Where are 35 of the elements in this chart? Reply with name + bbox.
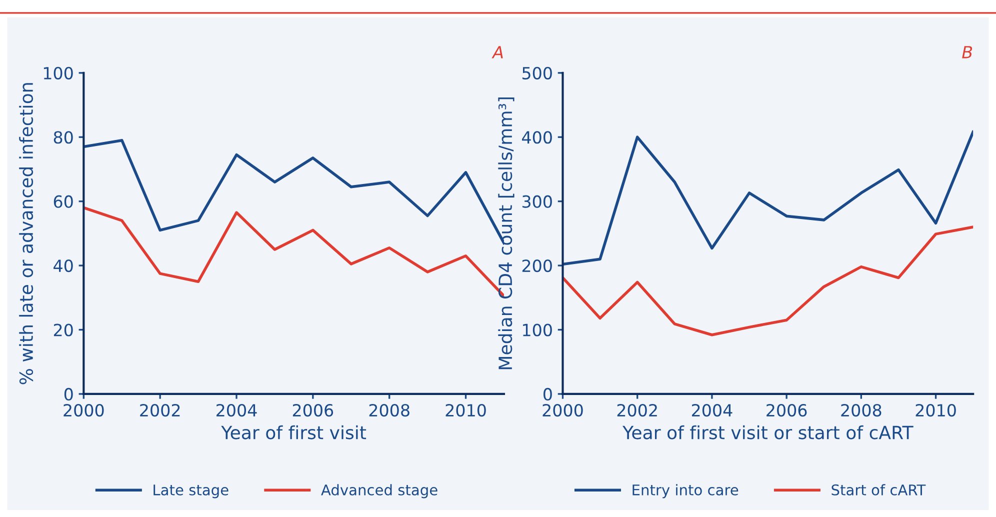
x-tick-label: 2004 <box>692 404 732 417</box>
y-axis-title: Median CD4 count [cells/mm³] <box>498 98 514 370</box>
line-series <box>562 226 974 336</box>
x-tick-label: 2002 <box>617 404 657 417</box>
x-tick-label: 2000 <box>542 404 583 417</box>
y-tick-label: 100 <box>523 324 552 336</box>
y-tick-label: 200 <box>522 259 552 272</box>
x-tick-label: 2002 <box>140 404 180 417</box>
chart-title: B <box>962 46 972 58</box>
x-tick-label: 2010 <box>916 404 956 417</box>
y-tick-label: 300 <box>522 195 552 208</box>
x-tick-label: 2010 <box>446 404 486 417</box>
y-tick-label: 100 <box>44 66 73 80</box>
x-tick-label: 2006 <box>292 404 334 417</box>
legend-label: Late stage <box>154 484 228 498</box>
x-tick-label: 2004 <box>216 404 257 417</box>
y-tick-label: 0 <box>64 388 73 401</box>
y-tick-label: 20 <box>54 324 73 336</box>
x-axis-title: Year of first visit <box>221 425 366 440</box>
y-axis-title: % with late or advanced infection <box>19 83 34 384</box>
x-tick-label: 2006 <box>766 404 807 417</box>
y-tick-label: 0 <box>544 388 552 401</box>
y-tick-label: 40 <box>54 259 73 272</box>
y-tick-label: 60 <box>54 195 73 208</box>
x-tick-label: 2000 <box>64 404 104 417</box>
legend-label: Entry into care <box>632 484 738 498</box>
y-tick-label: 500 <box>522 66 552 80</box>
legend-label: Start of cART <box>832 484 926 496</box>
x-tick-label: 2008 <box>369 404 410 417</box>
x-axis-title: Year of first visit or start of cART <box>622 425 914 440</box>
chart-title: A <box>492 46 503 58</box>
legend-label: Advanced stage <box>321 484 438 498</box>
y-tick-label: 400 <box>522 131 552 144</box>
y-tick-label: 80 <box>54 131 73 144</box>
x-tick-label: 2008 <box>841 404 882 417</box>
